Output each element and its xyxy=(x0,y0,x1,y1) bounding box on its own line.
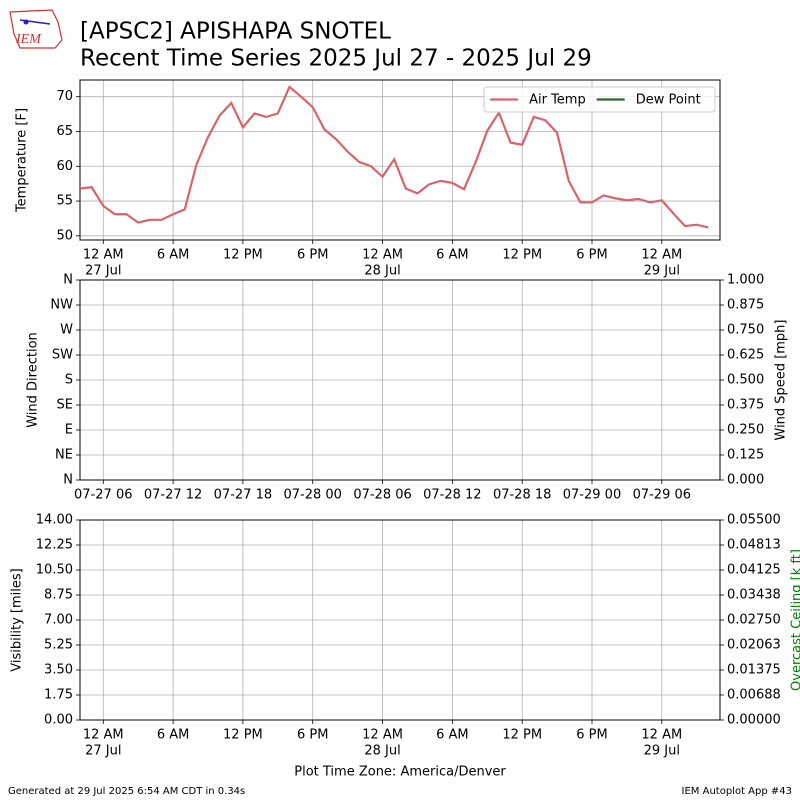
x-tick-label: 12 PM xyxy=(502,248,542,263)
x-tick-label: 07-28 06 xyxy=(353,488,411,503)
y2-tick-label: 0.01375 xyxy=(727,663,781,678)
x-tick-label: 12 AM xyxy=(641,248,682,263)
y2-tick-label: 0.250 xyxy=(727,423,764,438)
y2-tick-label: 0.00000 xyxy=(727,713,781,728)
y2-tick-label: 0.05500 xyxy=(727,513,781,528)
y-tick-label: 10.50 xyxy=(36,563,73,578)
x-tick-label: 07-29 00 xyxy=(563,488,621,503)
y2-tick-label: 0.875 xyxy=(727,298,764,313)
x-tick-label: 6 PM xyxy=(576,728,607,743)
y-tick-label: N xyxy=(63,473,73,488)
x-tick-label: 6 AM xyxy=(157,248,190,263)
x-tick-date: 27 Jul xyxy=(85,744,121,759)
x-tick-label: 6 PM xyxy=(576,248,607,263)
y2-tick-label: 1.000 xyxy=(727,273,764,288)
y-tick-label: 12.25 xyxy=(36,538,73,553)
y-tick-label: 70 xyxy=(56,89,73,104)
x-tick-label: 07-28 18 xyxy=(493,488,551,503)
y-tick-label: 55 xyxy=(56,194,73,209)
y-tick-label: SE xyxy=(57,398,73,413)
x-tick-date: 28 Jul xyxy=(364,264,400,279)
x-tick-label: 07-27 06 xyxy=(74,488,132,503)
y-tick-label: SW xyxy=(52,348,73,363)
y-tick-label: W xyxy=(60,323,73,338)
footer-right: IEM Autoplot App #43 xyxy=(682,786,792,797)
y2-tick-label: 0.02750 xyxy=(727,613,781,628)
x-tick-label: 6 PM xyxy=(297,728,328,743)
y2-axis-label: Wind Speed [mph] xyxy=(774,320,789,441)
y2-tick-label: 0.125 xyxy=(727,448,764,463)
logo: IEM xyxy=(9,9,63,49)
logo-text: IEM xyxy=(15,32,42,47)
x-tick-label: 12 PM xyxy=(223,248,263,263)
y2-tick-label: 0.750 xyxy=(727,323,764,338)
y-tick-label: 14.00 xyxy=(36,513,73,528)
y2-tick-label: 0.03438 xyxy=(727,588,781,603)
x-tick-label: 07-27 12 xyxy=(144,488,202,503)
y-tick-label: N xyxy=(63,273,73,288)
y-tick-label: 65 xyxy=(56,124,73,139)
y-tick-label: S xyxy=(65,373,73,388)
y-tick-label: 7.00 xyxy=(44,613,73,628)
x-tick-label: 6 PM xyxy=(297,248,328,263)
x-tick-label: 6 AM xyxy=(157,728,190,743)
y2-tick-label: 0.04125 xyxy=(727,563,781,578)
x-tick-label: 12 AM xyxy=(641,728,682,743)
x-tick-date: 27 Jul xyxy=(85,264,121,279)
chart-title: [APSC2] APISHAPA SNOTEL xyxy=(80,19,391,45)
y2-tick-label: 0.625 xyxy=(727,348,764,363)
y2-tick-label: 0.000 xyxy=(727,473,764,488)
series-line xyxy=(80,85,709,229)
x-tick-label: 12 AM xyxy=(83,248,124,263)
y-tick-label: NE xyxy=(55,448,73,463)
x-tick-label: 12 AM xyxy=(83,728,124,743)
y-axis-label: Wind Direction xyxy=(26,332,41,428)
x-tick-label: 07-28 00 xyxy=(284,488,342,503)
x-tick-label: 12 PM xyxy=(223,728,263,743)
x-tick-date: 28 Jul xyxy=(364,744,400,759)
x-tick-label: 12 PM xyxy=(502,728,542,743)
plot-frame xyxy=(79,79,721,241)
y-tick-label: 50 xyxy=(56,228,73,243)
y-axis-label: Visibility [miles] xyxy=(10,568,25,671)
y-tick-label: NW xyxy=(50,298,73,313)
y-tick-label: 0.00 xyxy=(44,713,73,728)
y-tick-label: 8.75 xyxy=(44,588,73,603)
x-tick-label: 12 AM xyxy=(362,728,403,743)
x-tick-label: 07-29 06 xyxy=(633,488,691,503)
y-axis-label: Temperature [F] xyxy=(15,108,30,213)
legend-label: Dew Point xyxy=(636,93,701,108)
x-tick-label: 07-27 18 xyxy=(214,488,272,503)
plot-frame xyxy=(79,279,721,481)
plot-frame xyxy=(79,519,721,721)
x-tick-label: 07-28 12 xyxy=(423,488,481,503)
y2-tick-label: 0.375 xyxy=(727,398,764,413)
y2-axis-label: Overcast Ceiling [k ft] xyxy=(790,549,800,691)
y2-tick-label: 0.04813 xyxy=(727,538,781,553)
x-tick-label: 6 AM xyxy=(436,248,469,263)
y-tick-label: 5.25 xyxy=(44,638,73,653)
x-tick-date: 29 Jul xyxy=(644,744,680,759)
x-tick-date: 29 Jul xyxy=(644,264,680,279)
chart-subtitle: Recent Time Series 2025 Jul 27 - 2025 Ju… xyxy=(80,46,592,72)
y-tick-label: E xyxy=(65,423,73,438)
y-tick-label: 1.75 xyxy=(44,688,73,703)
x-tick-label: 6 AM xyxy=(436,728,469,743)
y-tick-label: 60 xyxy=(56,159,73,174)
legend-label: Air Temp xyxy=(529,93,586,108)
y-tick-label: 3.50 xyxy=(44,663,73,678)
y2-tick-label: 0.00688 xyxy=(727,688,781,703)
legend: Air Temp Dew Point xyxy=(483,86,716,113)
footer-left: Generated at 29 Jul 2025 6:54 AM CDT in … xyxy=(8,786,245,797)
y2-tick-label: 0.500 xyxy=(727,373,764,388)
x-tick-label: 12 AM xyxy=(362,248,403,263)
y2-tick-label: 0.02063 xyxy=(727,638,781,653)
x-axis-label: Plot Time Zone: America/Denver xyxy=(294,765,506,780)
